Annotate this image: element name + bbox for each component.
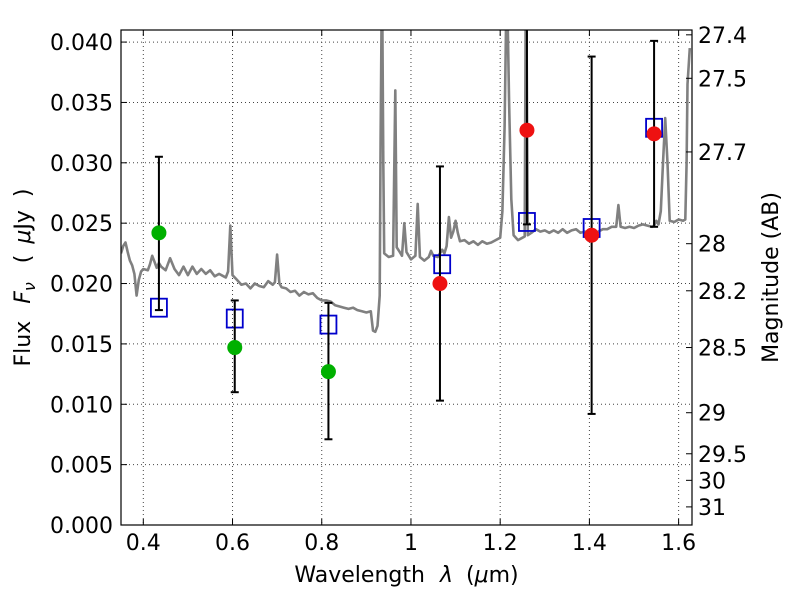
- right-axis-label: Magnitude (AB): [759, 192, 784, 363]
- y-tick-label: 0.020: [50, 273, 113, 298]
- observed-flux-point: [320, 364, 336, 380]
- y-tick-label: 0.040: [50, 31, 113, 56]
- y-tick-label: 0.025: [50, 212, 113, 237]
- y-axis-label-mu: μ: [11, 230, 36, 245]
- ticks: 0.4 0.6 0.8 1 1.2 1.4 1.6 0.000 0.005 0.010 0.015 0…: [50, 24, 747, 556]
- magnitude-tick-label: 28.5: [698, 337, 747, 362]
- x-tick-label: 0.6: [215, 531, 250, 556]
- x-axis-label-prefix: Wavelength: [294, 563, 425, 588]
- y-axis-label: Flux Fν ( μJy ): [11, 188, 41, 366]
- x-axis-label-unit: m): [489, 563, 519, 588]
- magnitude-tick-label: 28.2: [698, 280, 747, 305]
- y-axis-label-nu: ν: [20, 282, 39, 291]
- x-tick-label: 0.4: [126, 531, 161, 556]
- x-axis-label: Wavelength λ (μm): [294, 563, 518, 588]
- y-tick-label: 0.010: [50, 393, 113, 418]
- observed-flux-point: [519, 122, 535, 138]
- observed-flux-point: [432, 276, 448, 292]
- x-tick-label: 0.8: [304, 531, 339, 556]
- y-axis-label-open-paren: (: [11, 255, 36, 264]
- x-tick-label: 1.4: [572, 531, 607, 556]
- y-tick-label: 0.015: [50, 333, 113, 358]
- y-tick-label: 0.000: [50, 514, 113, 539]
- magnitude-tick-label: 29: [698, 402, 726, 427]
- x-tick-label: 1: [404, 531, 418, 556]
- y-axis-label-unit: Jy: [11, 210, 36, 232]
- y-tick-label: 0.035: [50, 91, 113, 116]
- y-axis-label-f: F: [11, 291, 36, 304]
- x-tick-label: 1.2: [483, 531, 518, 556]
- magnitude-tick-label: 27.7: [698, 141, 747, 166]
- y-axis-label-flux: Flux: [11, 321, 36, 367]
- plot-area: [121, 30, 692, 441]
- observed-flux-point: [584, 227, 600, 243]
- grid: [121, 30, 692, 526]
- magnitude-tick-label: 29.5: [698, 443, 747, 468]
- x-axis-label-lambda: λ: [439, 563, 453, 588]
- magnitude-tick-label: 31: [698, 496, 726, 521]
- magnitude-tick-label: 30: [698, 469, 726, 494]
- magnitude-tick-label: 27.4: [698, 24, 747, 49]
- y-tick-label: 0.005: [50, 454, 113, 479]
- magnitude-tick-label: 27.5: [698, 67, 747, 92]
- model-square-point: [433, 254, 452, 275]
- plot-frame: [120, 29, 693, 526]
- observed-flux-point: [646, 126, 662, 142]
- x-tick-label: 1.6: [661, 531, 696, 556]
- y-axis-label-close-paren: ): [11, 188, 36, 197]
- observed-flux-point: [227, 340, 243, 356]
- magnitude-tick-label: 28: [698, 233, 726, 258]
- x-axis-label-open-paren: (: [466, 563, 475, 588]
- x-axis-label-mu: μ: [474, 563, 489, 588]
- observed-flux-point: [151, 225, 167, 241]
- y-tick-label: 0.030: [50, 152, 113, 177]
- spectrum-line: [121, 30, 692, 334]
